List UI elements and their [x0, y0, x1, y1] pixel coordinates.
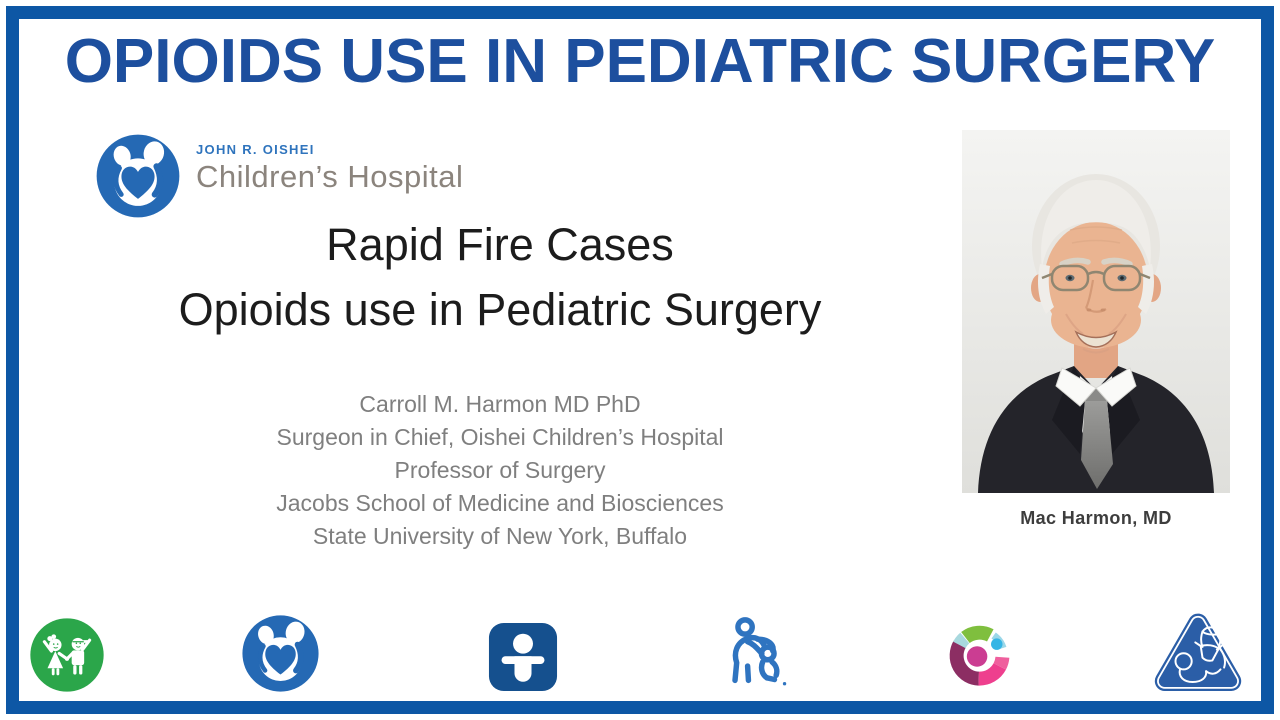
speaker-title-1: Surgeon in Chief, Oishei Children’s Hosp… [276, 424, 724, 450]
colorful-ring-logo-icon [941, 611, 1023, 697]
heading-line-2: Opioids use in Pediatric Surgery [178, 284, 822, 335]
logo-org-name: Children’s Hospital [196, 159, 464, 194]
oishei-logo-icon [94, 132, 182, 220]
speaker-affiliation-2: State University of New York, Buffalo [312, 523, 688, 549]
speaker-affiliation-1: Jacobs School of Medicine and Bioscience… [276, 490, 724, 516]
speaker-title-2: Professor of Surgery [394, 457, 606, 483]
logo-superline: JOHN R. OISHEI [196, 142, 315, 157]
heading-line-1: Rapid Fire Cases [326, 219, 674, 270]
presentation-heading: Rapid Fire Cases Opioids use in Pediatri… [50, 212, 950, 342]
speaker-name: Carroll M. Harmon MD PhD [359, 391, 641, 417]
children-holding-hands-icon [28, 616, 106, 694]
photo-caption: Mac Harmon, MD [1020, 508, 1172, 528]
adult-helping-child-icon [714, 614, 798, 698]
baby-pacifier-icon [486, 620, 560, 694]
pediatric-surgeon-badge-icon [1150, 610, 1246, 700]
slide-title: OPIOIDS USE IN PEDIATRIC SURGERY [64, 27, 1216, 96]
hospital-logo-text: JOHN R. OISHEI Children’s Hospital [196, 142, 463, 195]
speaker-details: Carroll M. Harmon MD PhD Surgeon in Chie… [50, 388, 950, 553]
speaker-photo [962, 130, 1230, 493]
oishei-childrens-hospital-icon [240, 613, 321, 694]
hospital-logo: JOHN R. OISHEI Children’s Hospital [94, 132, 463, 220]
